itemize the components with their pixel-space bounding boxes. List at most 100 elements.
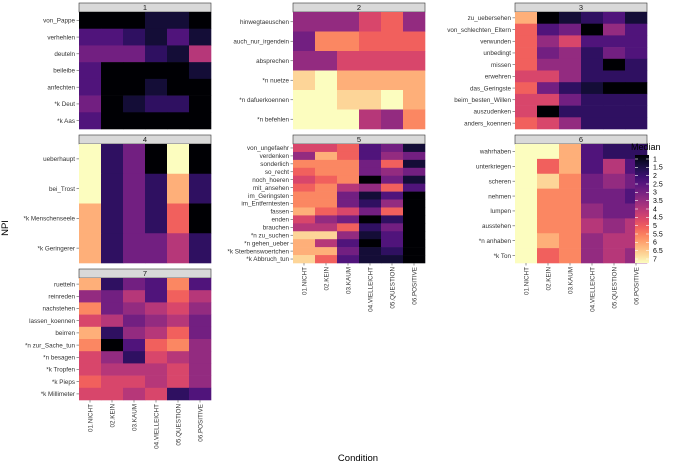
heatmap-cell (101, 290, 124, 303)
heatmap-cell (189, 314, 212, 328)
heatmap-cell (359, 70, 382, 91)
heatmap-cell (359, 255, 382, 264)
x-tick-label: 03.KAUM (567, 267, 574, 294)
heatmap-cell (293, 199, 316, 208)
heatmap-cell (515, 23, 538, 36)
y-tick-label: *k Deut (54, 101, 75, 108)
heatmap-cell (381, 247, 404, 256)
heatmap-cell (315, 255, 338, 264)
heatmap-cell (581, 117, 604, 130)
heatmap-cell (515, 203, 538, 219)
heatmap-cell (381, 90, 404, 110)
x-tick-label: 03.KAUM (131, 404, 138, 431)
y-tick-label: *k Sterbenswoertchen (227, 248, 289, 255)
heatmap-cell (123, 95, 146, 113)
y-tick-label: verhehlen (47, 34, 75, 41)
y-tick-label: *n zur_Sache_tun (25, 342, 76, 349)
heatmap-cell (145, 302, 168, 315)
heatmap-cell (101, 233, 124, 264)
heatmap-cell (315, 175, 338, 184)
legend-label: 3 (653, 190, 657, 197)
panel-6: 6 wahrhaben unterkriegen scheren nehmen lumpe… (476, 134, 648, 312)
heatmap-cell (123, 326, 146, 340)
heatmap-cell (537, 203, 560, 219)
heatmap-cell (403, 223, 426, 232)
heatmap-cell (101, 363, 124, 376)
heatmap-cell (359, 90, 382, 110)
legend-label: 1 (653, 156, 657, 163)
heatmap-cell (581, 158, 604, 175)
heatmap-cell (145, 62, 168, 80)
heatmap-cell (381, 199, 404, 208)
heatmap-cell (79, 45, 102, 63)
heatmap-cell (145, 112, 168, 130)
heatmap-cell (123, 375, 146, 389)
heatmap-cell (293, 159, 316, 169)
heatmap-cell (123, 173, 146, 204)
heatmap-cell (359, 183, 382, 192)
panel-strip-label: 6 (579, 135, 583, 144)
y-tick-label: *k Pieps (52, 379, 75, 386)
y-tick-label: von_schlechten_Eltern (447, 27, 511, 34)
heatmap-cell (315, 90, 338, 110)
heatmap-cell (101, 62, 124, 80)
heatmap-cell (625, 117, 648, 130)
y-tick-label: reinreden (48, 294, 75, 301)
heatmap-cell (315, 191, 338, 200)
y-tick-label: ueberhaupt (43, 156, 75, 163)
x-tick-label: 06.POSITIVE (411, 267, 418, 305)
heatmap-cell (515, 70, 538, 83)
panel-strip-label: 2 (357, 3, 361, 12)
y-tick-label: lumpen (490, 208, 511, 215)
heatmap-cell (101, 326, 124, 340)
heatmap-cell (381, 159, 404, 169)
y-tick-label: *n befehlen (257, 116, 289, 123)
heatmap-cell (189, 28, 212, 46)
legend-label: 1.5 (653, 165, 663, 172)
heatmap-cell (515, 188, 538, 204)
y-tick-label: im_Entferntesten (241, 201, 289, 208)
heatmap-cell (559, 188, 582, 204)
y-tick-label: im_Geringsten (248, 193, 289, 200)
panel-2: 2 hinwegtaeuschen auch_nur_irgendeinabspre… (233, 2, 426, 130)
heatmap-cell (537, 117, 560, 130)
panel-4: 4 ueberhaupt bei_Trost *k Menschenseele *k G… (24, 134, 212, 264)
heatmap-cell (403, 12, 426, 32)
heatmap-cell (189, 387, 212, 401)
heatmap-cell (559, 173, 582, 189)
heatmap-cell (559, 158, 582, 175)
y-tick-label: *n anhaben (479, 238, 512, 245)
heatmap-cell (381, 207, 404, 216)
heatmap-cell (603, 23, 626, 36)
y-tick-label: wahrhaben (479, 149, 512, 156)
heatmap-cell (293, 167, 316, 177)
heatmap-cell (403, 70, 426, 91)
x-tick-label: 03.KAUM (345, 267, 352, 294)
y-tick-label: *n zu_suchen (251, 232, 290, 239)
heatmap-cell (359, 199, 382, 208)
x-tick-label: 05.QUESTION (611, 267, 618, 309)
y-tick-label: zu_uebersehen (468, 15, 512, 22)
heatmap-cell (167, 363, 190, 376)
heatmap-cell (603, 158, 626, 175)
heatmap-cell (293, 231, 316, 240)
heatmap-cell (559, 12, 582, 24)
y-tick-label: bei_Trost (49, 186, 75, 193)
y-tick-label: enden (271, 217, 289, 224)
x-tick-label: 02.KEIN (109, 404, 116, 428)
heatmap-cell (145, 278, 168, 291)
heatmap-cell (403, 207, 426, 216)
heatmap-cell (559, 23, 582, 36)
heatmap-cell (79, 112, 102, 130)
heatmap-cell (167, 62, 190, 80)
heatmap-cell (337, 191, 360, 200)
heatmap-cell (145, 326, 168, 340)
heatmap-cell (537, 105, 560, 118)
heatmap-cell (381, 255, 404, 264)
heatmap-cell (293, 12, 316, 32)
legend-label: 2 (653, 173, 657, 180)
heatmap-cell (79, 78, 102, 96)
panel-5: 5 von_ungefaehrverdenkensonderlichso_rech… (227, 134, 426, 312)
heatmap-cell (403, 247, 426, 256)
heatmap-cell (581, 144, 604, 160)
